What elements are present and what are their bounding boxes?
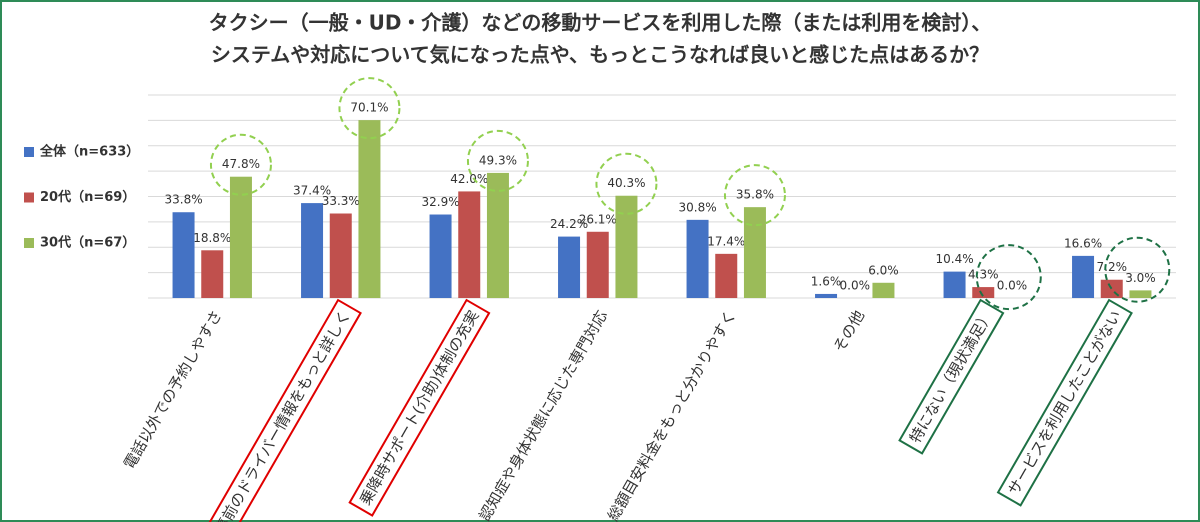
value-label: 33.8% (164, 193, 202, 207)
bar (872, 282, 895, 298)
bar (429, 214, 452, 298)
bar (615, 195, 638, 298)
value-label: 33.3% (322, 194, 360, 208)
highlight-circle (1104, 236, 1171, 303)
bar (329, 213, 352, 298)
category-highlight-box (203, 298, 362, 522)
highlight-circle (338, 77, 401, 140)
value-label: 40.3% (607, 176, 645, 190)
value-label: 4.3% (968, 268, 999, 282)
legend-label: 全体（n=633） (39, 144, 139, 160)
value-label: 18.8% (193, 231, 231, 245)
highlight-circle (466, 129, 529, 192)
bar (715, 253, 738, 298)
value-label: 1.6% (811, 274, 842, 288)
value-label: 7.2% (1097, 260, 1128, 274)
value-label: 10.4% (935, 252, 973, 266)
value-label: 17.4% (707, 234, 745, 248)
bar (486, 172, 509, 298)
legend-swatch (24, 192, 34, 203)
highlight-circle (209, 133, 272, 196)
value-label: 16.6% (1064, 236, 1102, 250)
value-label: 0.0% (840, 279, 871, 293)
bar (558, 236, 581, 298)
legend-label: 30代（n=67） (40, 235, 135, 251)
bar (1072, 255, 1095, 298)
bar (458, 191, 481, 298)
value-label: 70.1% (350, 101, 388, 115)
bar (229, 176, 252, 298)
value-label: 24.2% (550, 217, 588, 231)
value-label: 6.0% (868, 263, 899, 277)
value-label: 0.0% (997, 279, 1028, 293)
bar (1100, 279, 1123, 298)
chart-title: システムや対応について気になった点や、もっとこうなれば良いと感じた点はあるか？ (211, 43, 989, 67)
bar (172, 212, 195, 298)
bar (301, 203, 324, 298)
legend-swatch (24, 147, 34, 157)
bar (743, 207, 766, 298)
bar (586, 231, 609, 298)
value-label: 30.8% (678, 200, 716, 214)
legend-swatch (24, 238, 34, 248)
category-highlight-box (898, 298, 1005, 455)
category-highlight-box (348, 298, 491, 517)
highlight-circle (595, 152, 658, 215)
chart-title: タクシー（一般・UD・介護）などの移動サービスを利用した際（または利用を検討）、 (209, 11, 992, 35)
bar (686, 219, 709, 298)
value-label: 35.8% (736, 188, 774, 202)
bar (1129, 290, 1152, 298)
highlight-circle (975, 244, 1042, 311)
bar (943, 271, 966, 298)
value-label: 26.1% (579, 212, 617, 226)
highlight-circle (723, 164, 786, 227)
value-label: 47.8% (222, 157, 260, 171)
category-highlight-box (996, 298, 1133, 507)
value-label: 37.4% (293, 184, 331, 198)
legend-label: 20代（n=69） (40, 189, 135, 205)
bar (972, 287, 995, 298)
bar (201, 250, 224, 298)
value-label: 3.0% (1125, 271, 1156, 285)
bar (815, 293, 838, 298)
value-label: 32.9% (421, 195, 459, 209)
bar (358, 120, 381, 298)
value-label: 49.3% (479, 153, 517, 167)
value-label: 42.0% (450, 172, 488, 186)
